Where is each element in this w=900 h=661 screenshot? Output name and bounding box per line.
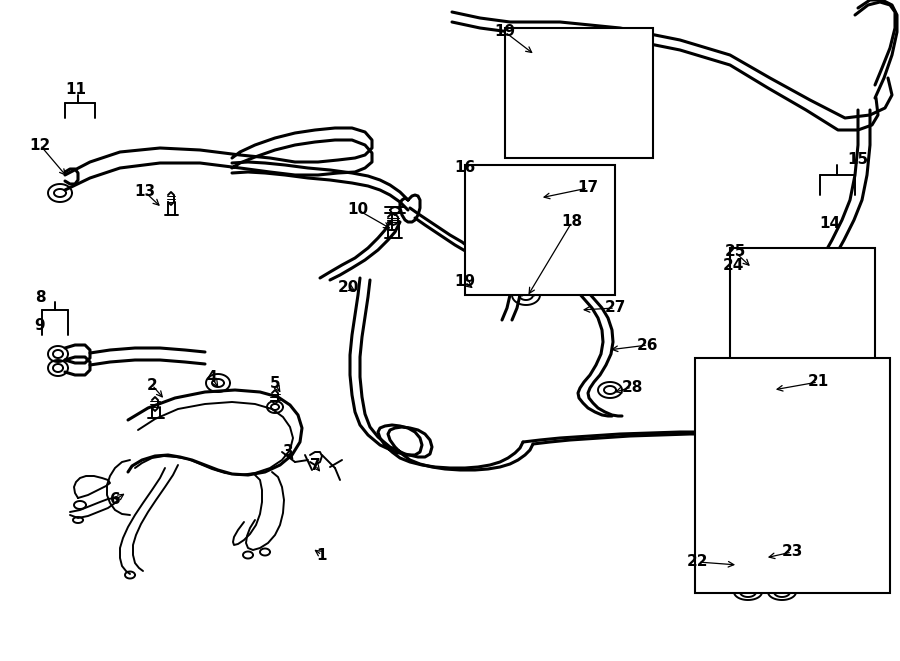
- Text: 15: 15: [848, 153, 868, 167]
- Text: 16: 16: [454, 161, 475, 176]
- Text: 21: 21: [807, 375, 829, 389]
- Text: 14: 14: [819, 215, 841, 231]
- Bar: [465, 165, 615, 295]
- Text: 7: 7: [310, 457, 320, 473]
- Text: 23: 23: [781, 545, 803, 559]
- Text: 25: 25: [724, 245, 746, 260]
- Text: 28: 28: [621, 379, 643, 395]
- Text: 5: 5: [270, 377, 280, 391]
- Text: 22: 22: [688, 555, 709, 570]
- Bar: [695, 358, 890, 593]
- Bar: [505, 28, 653, 158]
- Text: 13: 13: [134, 184, 156, 200]
- Text: 2: 2: [147, 377, 158, 393]
- Text: 24: 24: [723, 258, 743, 272]
- Text: 26: 26: [637, 338, 659, 352]
- Text: 3: 3: [283, 444, 293, 459]
- Text: 6: 6: [110, 492, 121, 508]
- Text: 19: 19: [494, 24, 516, 40]
- Text: 11: 11: [66, 83, 86, 98]
- Text: 19: 19: [454, 274, 475, 290]
- Text: 4: 4: [207, 371, 217, 385]
- Text: 17: 17: [578, 180, 599, 196]
- Text: 10: 10: [347, 202, 369, 217]
- Text: 9: 9: [35, 317, 45, 332]
- Bar: [730, 248, 875, 363]
- Text: 1: 1: [317, 547, 328, 563]
- Text: 12: 12: [30, 137, 50, 153]
- Text: 27: 27: [604, 301, 626, 315]
- Text: 20: 20: [338, 280, 359, 295]
- Text: 8: 8: [35, 290, 45, 305]
- Text: 18: 18: [562, 215, 582, 229]
